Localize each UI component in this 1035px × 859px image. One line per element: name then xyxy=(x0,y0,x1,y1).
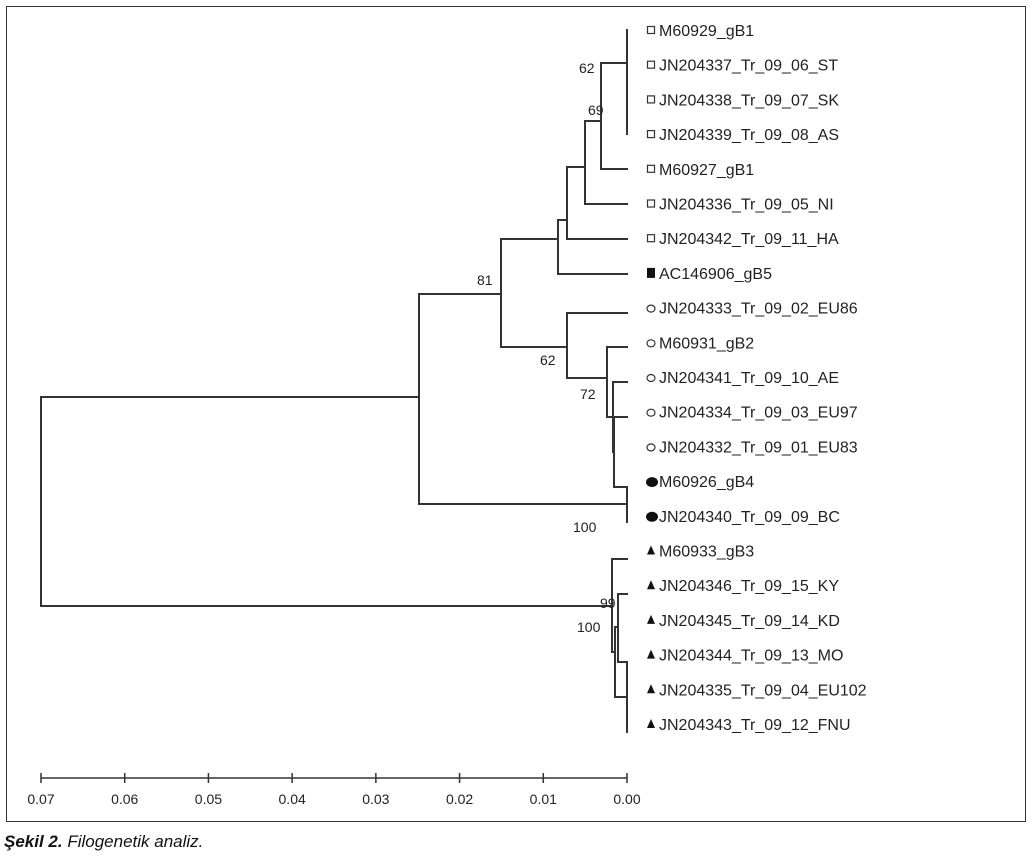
leaf-labels: M60929_gB1 JN204337_Tr_09_06_ST JN204338_T… xyxy=(659,23,867,734)
bootstrap-value: 99 xyxy=(600,595,616,611)
caption-label: Şekil 2. xyxy=(4,832,63,851)
leaf-label: JN204344_Tr_09_13_MO xyxy=(659,648,843,665)
leaf-label: M60933_gB3 xyxy=(659,544,754,561)
circle-open-icon xyxy=(646,339,656,348)
circle-open-icon xyxy=(646,408,656,417)
caption-text: Filogenetik analiz. xyxy=(62,832,204,851)
circle-open-icon xyxy=(646,304,656,313)
bootstrap-value: 100 xyxy=(573,519,597,535)
bootstrap-value: 69 xyxy=(588,102,604,118)
square-filled-icon xyxy=(647,267,655,278)
triangle-filled-icon xyxy=(647,649,655,659)
bootstrap-values: 62 69 81 62 72 100 99 100 xyxy=(477,60,616,635)
triangle-filled-icon xyxy=(647,580,655,590)
phylogenetic-tree: M60929_gB1 JN204337_Tr_09_06_ST JN204338_T… xyxy=(27,23,867,807)
circle-open-icon xyxy=(646,443,656,452)
leaf-label: JN204338_Tr_09_07_SK xyxy=(659,92,839,109)
leaf-label: M60926_gB4 xyxy=(659,474,754,491)
leaf-markers xyxy=(646,25,658,728)
leaf-label: M60931_gB2 xyxy=(659,335,754,352)
tree-branches xyxy=(40,29,628,733)
square-open-icon xyxy=(646,199,656,208)
square-open-icon xyxy=(646,129,656,139)
leaf-label: JN204340_Tr_09_09_BC xyxy=(659,509,840,526)
leaf-label: JN204335_Tr_09_04_EU102 xyxy=(659,682,867,699)
leaf-label: JN204346_Tr_09_15_KY xyxy=(659,578,839,595)
scale-tick-label: 0.04 xyxy=(279,791,306,807)
circle-filled-icon xyxy=(646,511,658,522)
distance-scale-axis: 0.07 0.06 0.05 0.04 0.03 0.02 0.01 0.00 xyxy=(27,773,641,807)
square-open-icon xyxy=(646,164,656,173)
square-open-icon xyxy=(646,60,656,69)
circle-open-icon xyxy=(646,373,656,383)
bootstrap-value: 72 xyxy=(580,386,596,402)
leaf-label: JN204343_Tr_09_12_FNU xyxy=(659,717,851,734)
leaf-label: JN204334_Tr_09_03_EU97 xyxy=(659,405,858,422)
square-open-icon xyxy=(646,25,656,35)
bootstrap-value: 62 xyxy=(540,352,556,368)
scale-tick-label: 0.05 xyxy=(195,791,222,807)
leaf-label: JN204336_Tr_09_05_NI xyxy=(659,197,834,214)
figure-frame: M60929_gB1 JN204337_Tr_09_06_ST JN204338_T… xyxy=(6,6,1026,822)
triangle-filled-icon xyxy=(647,545,655,555)
circle-filled-icon xyxy=(646,477,658,488)
bootstrap-value: 62 xyxy=(579,60,595,76)
figure-caption: Şekil 2. Filogenetik analiz. xyxy=(4,832,203,852)
leaf-label: JN204345_Tr_09_14_KD xyxy=(659,613,840,630)
leaf-label: AC146906_gB5 xyxy=(659,266,772,283)
leaf-label: JN204339_Tr_09_08_AS xyxy=(659,127,839,144)
square-open-icon xyxy=(646,234,656,243)
leaf-label: M60927_gB1 xyxy=(659,162,754,179)
scale-tick-label: 0.02 xyxy=(446,791,473,807)
leaf-label: JN204333_Tr_09_02_EU86 xyxy=(659,301,858,318)
square-open-icon xyxy=(646,95,656,104)
bootstrap-value: 100 xyxy=(577,619,601,635)
scale-tick-label: 0.07 xyxy=(27,791,54,807)
scale-tick-label: 0.00 xyxy=(613,791,640,807)
leaf-label: JN204332_Tr_09_01_EU83 xyxy=(659,439,858,456)
scale-tick-label: 0.01 xyxy=(530,791,557,807)
leaf-label: JN204337_Tr_09_06_ST xyxy=(659,58,838,75)
leaf-label: M60929_gB1 xyxy=(659,23,754,40)
triangle-filled-icon xyxy=(647,614,655,624)
leaf-label: JN204342_Tr_09_11_HA xyxy=(659,231,839,248)
scale-tick-label: 0.06 xyxy=(111,791,138,807)
leaf-label: JN204341_Tr_09_10_AE xyxy=(659,370,839,387)
triangle-filled-icon xyxy=(647,719,655,728)
triangle-filled-icon xyxy=(647,684,655,694)
bootstrap-value: 81 xyxy=(477,272,493,288)
scale-tick-label: 0.03 xyxy=(362,791,389,807)
